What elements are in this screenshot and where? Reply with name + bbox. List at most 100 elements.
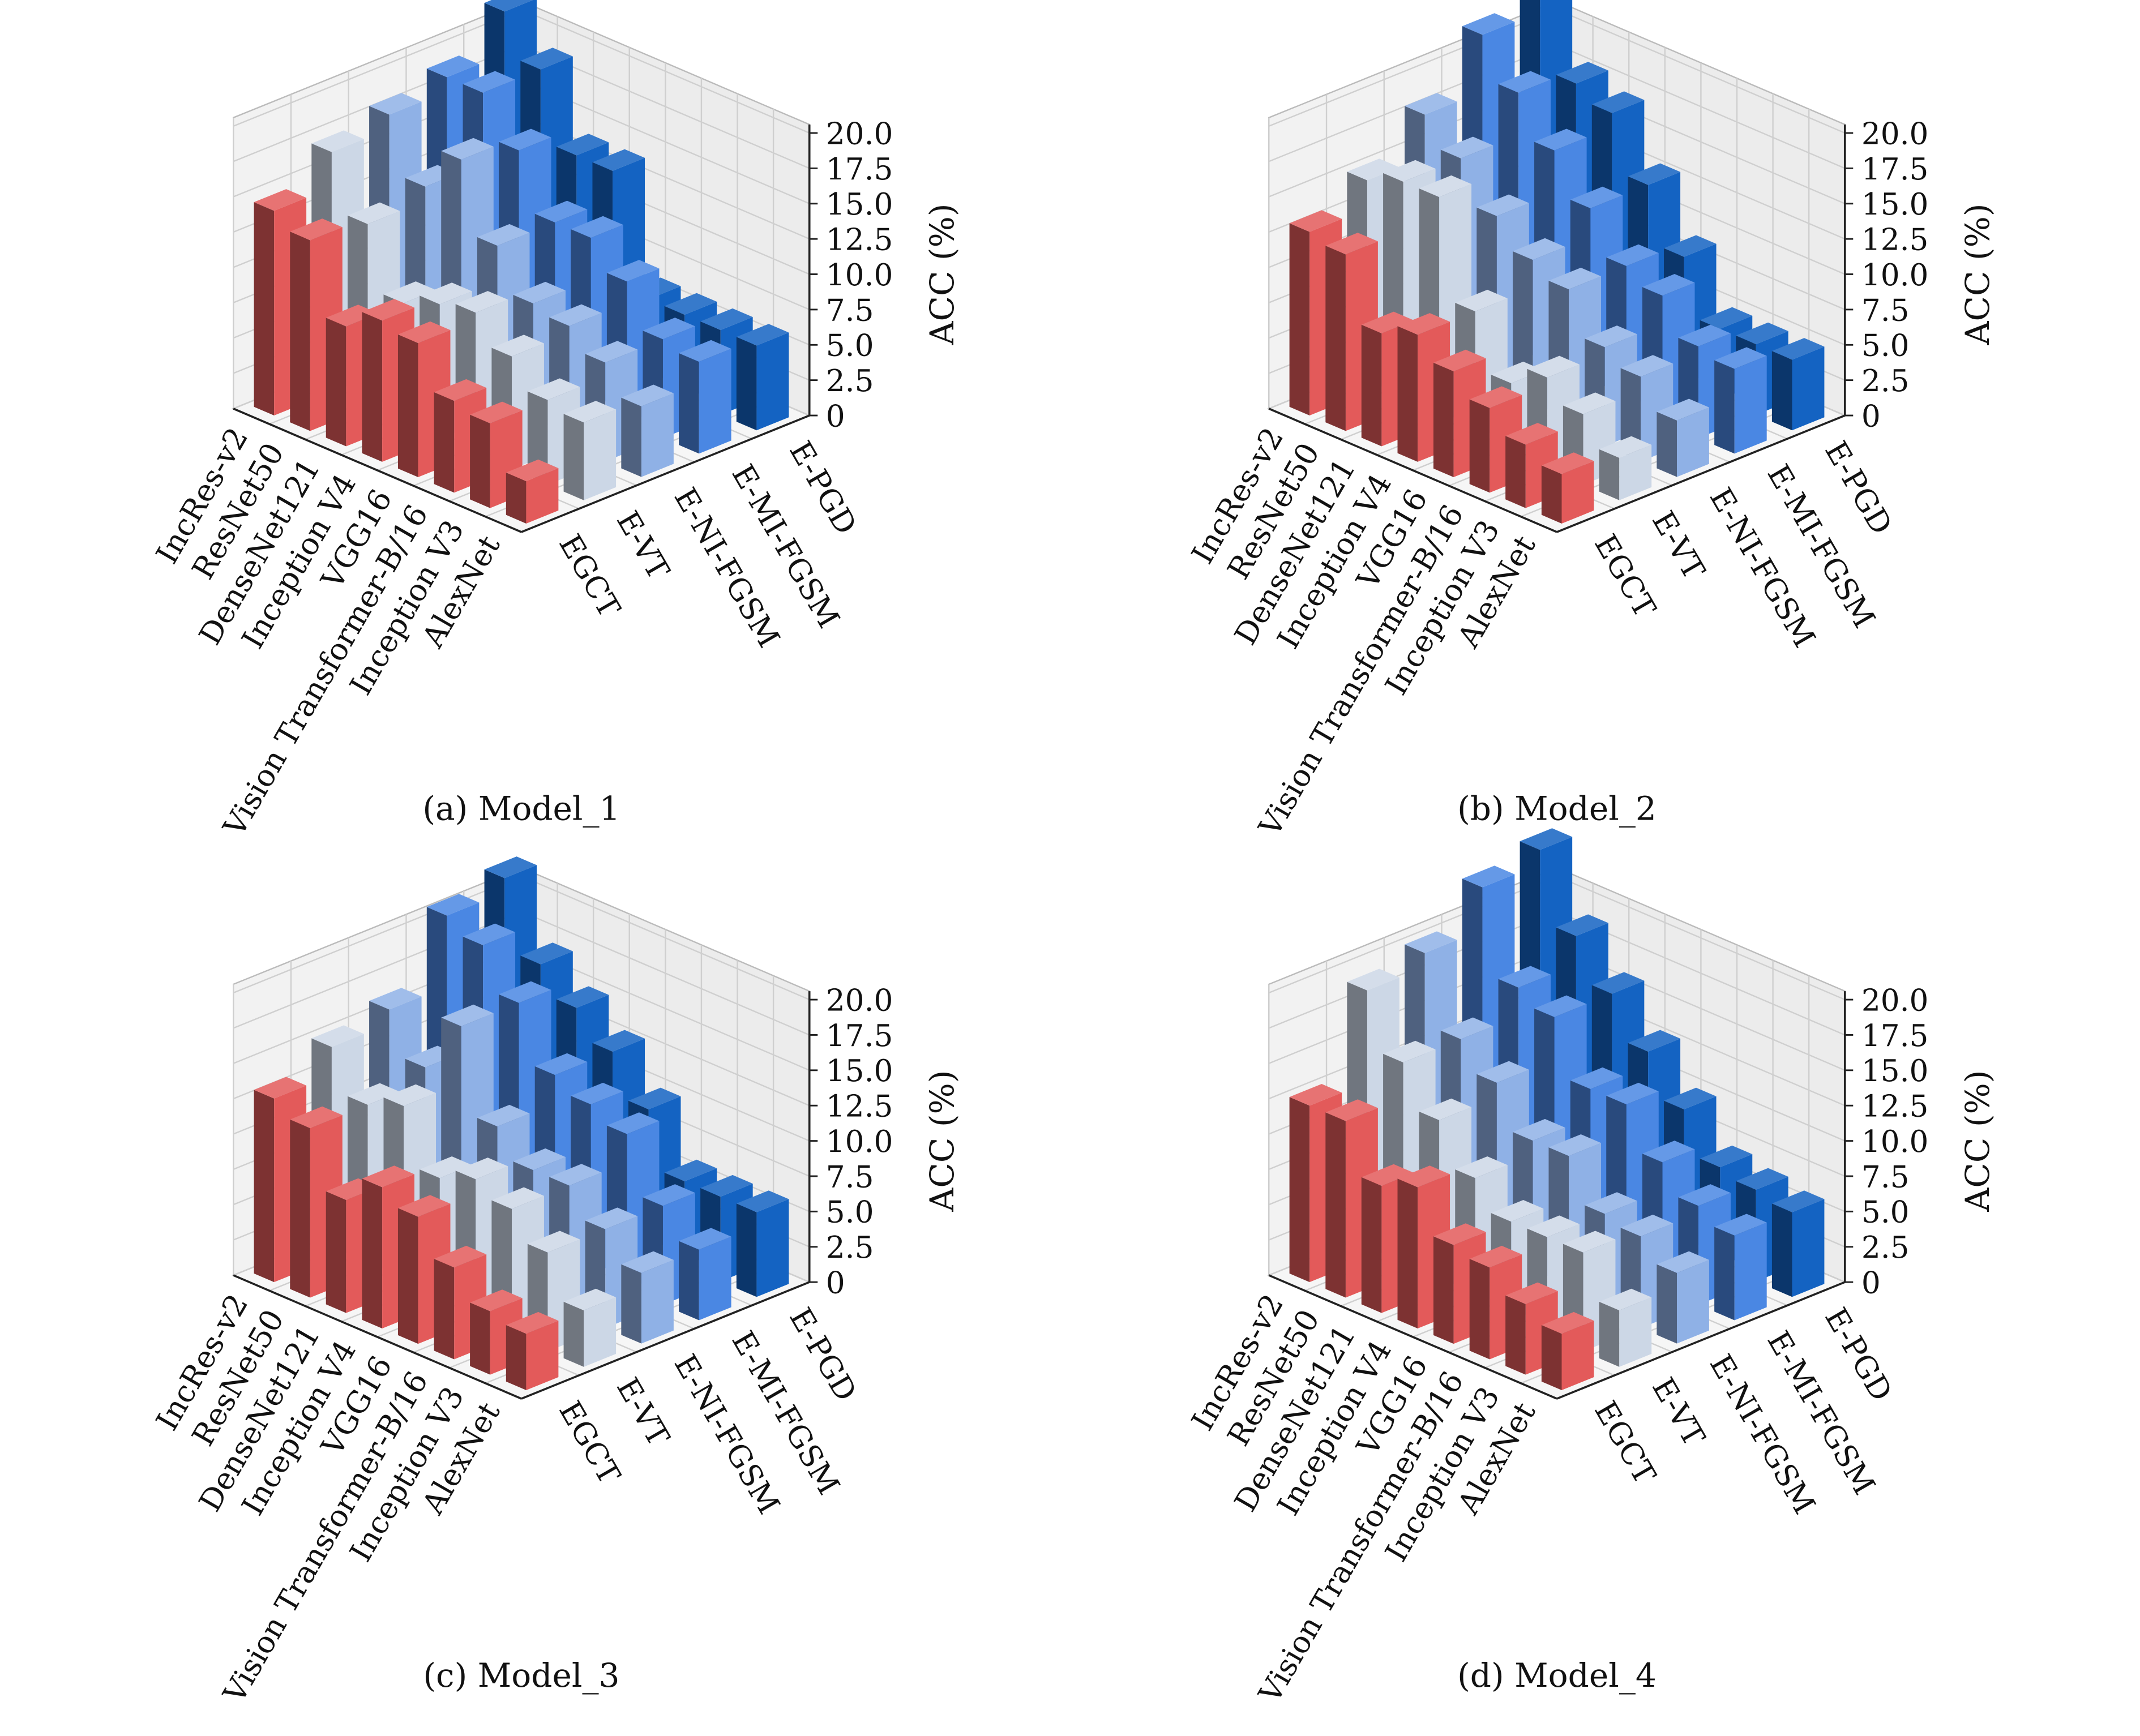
bar-left-face: [362, 1178, 383, 1329]
method-tick-label: EGCT: [552, 1395, 627, 1490]
model-axis: [1268, 1274, 1557, 1400]
bar-top-face: [1534, 128, 1587, 151]
bar-left-face: [527, 391, 548, 485]
bar-top-face: [1476, 1061, 1529, 1083]
bar-EGCT-AlexNet: [1541, 1311, 1594, 1391]
bar-top-face: [1289, 210, 1342, 232]
z-axis-label: ACC (%): [923, 204, 961, 346]
bar-top-face: [1405, 93, 1457, 115]
bar-left-face: [736, 1203, 757, 1297]
bar-top-face: [1620, 355, 1674, 377]
bar-top-face: [1620, 1214, 1674, 1237]
bar-top-face: [1714, 1214, 1767, 1236]
z-tick-label: 17.5: [826, 152, 893, 187]
bar-right-face: [584, 409, 617, 500]
z-tick-label: 2.5: [826, 363, 874, 398]
bar-left-face: [563, 1301, 584, 1367]
bar-left-face: [1541, 465, 1562, 524]
z-tick-label: 7.5: [1861, 293, 1910, 328]
bar-E-MI-FGSM-AlexNet: [679, 340, 731, 454]
bar-top-face: [736, 1190, 789, 1212]
bar-top-face: [369, 93, 422, 115]
bar-left-face: [506, 1324, 527, 1391]
bar-left-face: [254, 202, 275, 416]
bar-top-face: [455, 291, 508, 313]
bar-left-face: [1541, 1324, 1562, 1391]
bar-top-face: [1455, 1156, 1508, 1178]
bar-top-face: [1534, 995, 1587, 1017]
bar-left-face: [1361, 1177, 1382, 1313]
z-tick-label: 20.0: [1861, 983, 1929, 1018]
bar-top-face: [1606, 244, 1659, 266]
bar-left-face: [1289, 1097, 1310, 1283]
bar-top-face: [1325, 1099, 1378, 1121]
bar-left-face: [362, 312, 383, 462]
bar-top-face: [592, 1030, 645, 1052]
bar-right-face: [1619, 1297, 1652, 1367]
bar-left-face: [1657, 412, 1677, 477]
bar-top-face: [1498, 71, 1551, 93]
bar-top-face: [369, 988, 422, 1010]
bar-right-face: [756, 1199, 789, 1297]
bar-top-face: [1455, 289, 1508, 312]
bar-top-face: [679, 1228, 731, 1250]
bar-E-PGD-AlexNet: [1771, 1190, 1825, 1297]
bar-E-MI-FGSM-AlexNet: [679, 1228, 731, 1321]
z-axis-label: ACC (%): [1958, 1070, 1997, 1212]
bar-top-face: [1347, 968, 1399, 991]
bar-top-face: [664, 1159, 717, 1182]
bar-top-face: [1419, 1098, 1472, 1121]
bar-left-face: [736, 337, 757, 431]
bar-top-face: [563, 401, 617, 423]
method-tick-label: E-PGD: [1818, 1302, 1899, 1407]
bar-top-face: [1383, 1040, 1436, 1063]
bar-top-face: [1469, 386, 1522, 408]
z-tick-label: 2.5: [826, 1230, 874, 1265]
bar-left-face: [1771, 351, 1792, 431]
bar-E-VT-AlexNet: [563, 1288, 617, 1367]
bar-left-face: [1505, 1295, 1526, 1375]
bar-top-face: [498, 981, 551, 1003]
bar-left-face: [1714, 1227, 1735, 1321]
bar-top-face: [606, 1112, 660, 1134]
z-tick-label: 10.0: [826, 258, 893, 293]
bar-top-face: [506, 1311, 559, 1334]
bar-top-face: [1736, 1168, 1788, 1190]
bar-top-face: [1505, 1282, 1558, 1304]
bar-left-face: [1325, 1112, 1346, 1298]
bar-left-face: [397, 334, 418, 478]
bar-top-face: [254, 1077, 307, 1099]
bar-top-face: [1325, 233, 1378, 255]
bar-left-face: [1325, 246, 1346, 431]
bar-top-face: [463, 923, 516, 945]
bar-top-face: [1556, 62, 1608, 84]
bar-top-face: [1397, 1165, 1450, 1188]
bar-top-face: [1585, 1192, 1637, 1214]
bar-left-face: [1361, 324, 1382, 447]
bar-top-face: [1289, 1084, 1342, 1106]
bar-top-face: [513, 281, 566, 304]
bar-top-face: [606, 260, 660, 282]
bar-top-face: [621, 1251, 674, 1273]
bar-E-NI-FGSM-AlexNet: [621, 384, 674, 477]
bar-top-face: [463, 71, 516, 93]
bar-right-face: [526, 1321, 559, 1391]
bar-right-face: [1734, 1222, 1767, 1321]
bar-left-face: [326, 1191, 346, 1313]
bar-top-face: [1419, 175, 1472, 198]
bar-top-face: [1520, 828, 1573, 850]
bar-top-face: [1548, 1134, 1602, 1156]
bar-right-face: [699, 1236, 731, 1321]
bar-top-face: [1678, 324, 1731, 346]
bar-left-face: [679, 353, 699, 454]
bar-top-face: [592, 149, 645, 171]
bar-top-face: [484, 0, 533, 12]
bar-top-face: [383, 281, 436, 303]
bar-top-face: [1563, 392, 1616, 414]
z-tick-label: 10.0: [1861, 258, 1929, 293]
bar-top-face: [1397, 313, 1450, 335]
bar-EGCT-AlexNet: [506, 1311, 559, 1391]
bar-top-face: [520, 942, 573, 965]
method-axis: [521, 414, 810, 533]
